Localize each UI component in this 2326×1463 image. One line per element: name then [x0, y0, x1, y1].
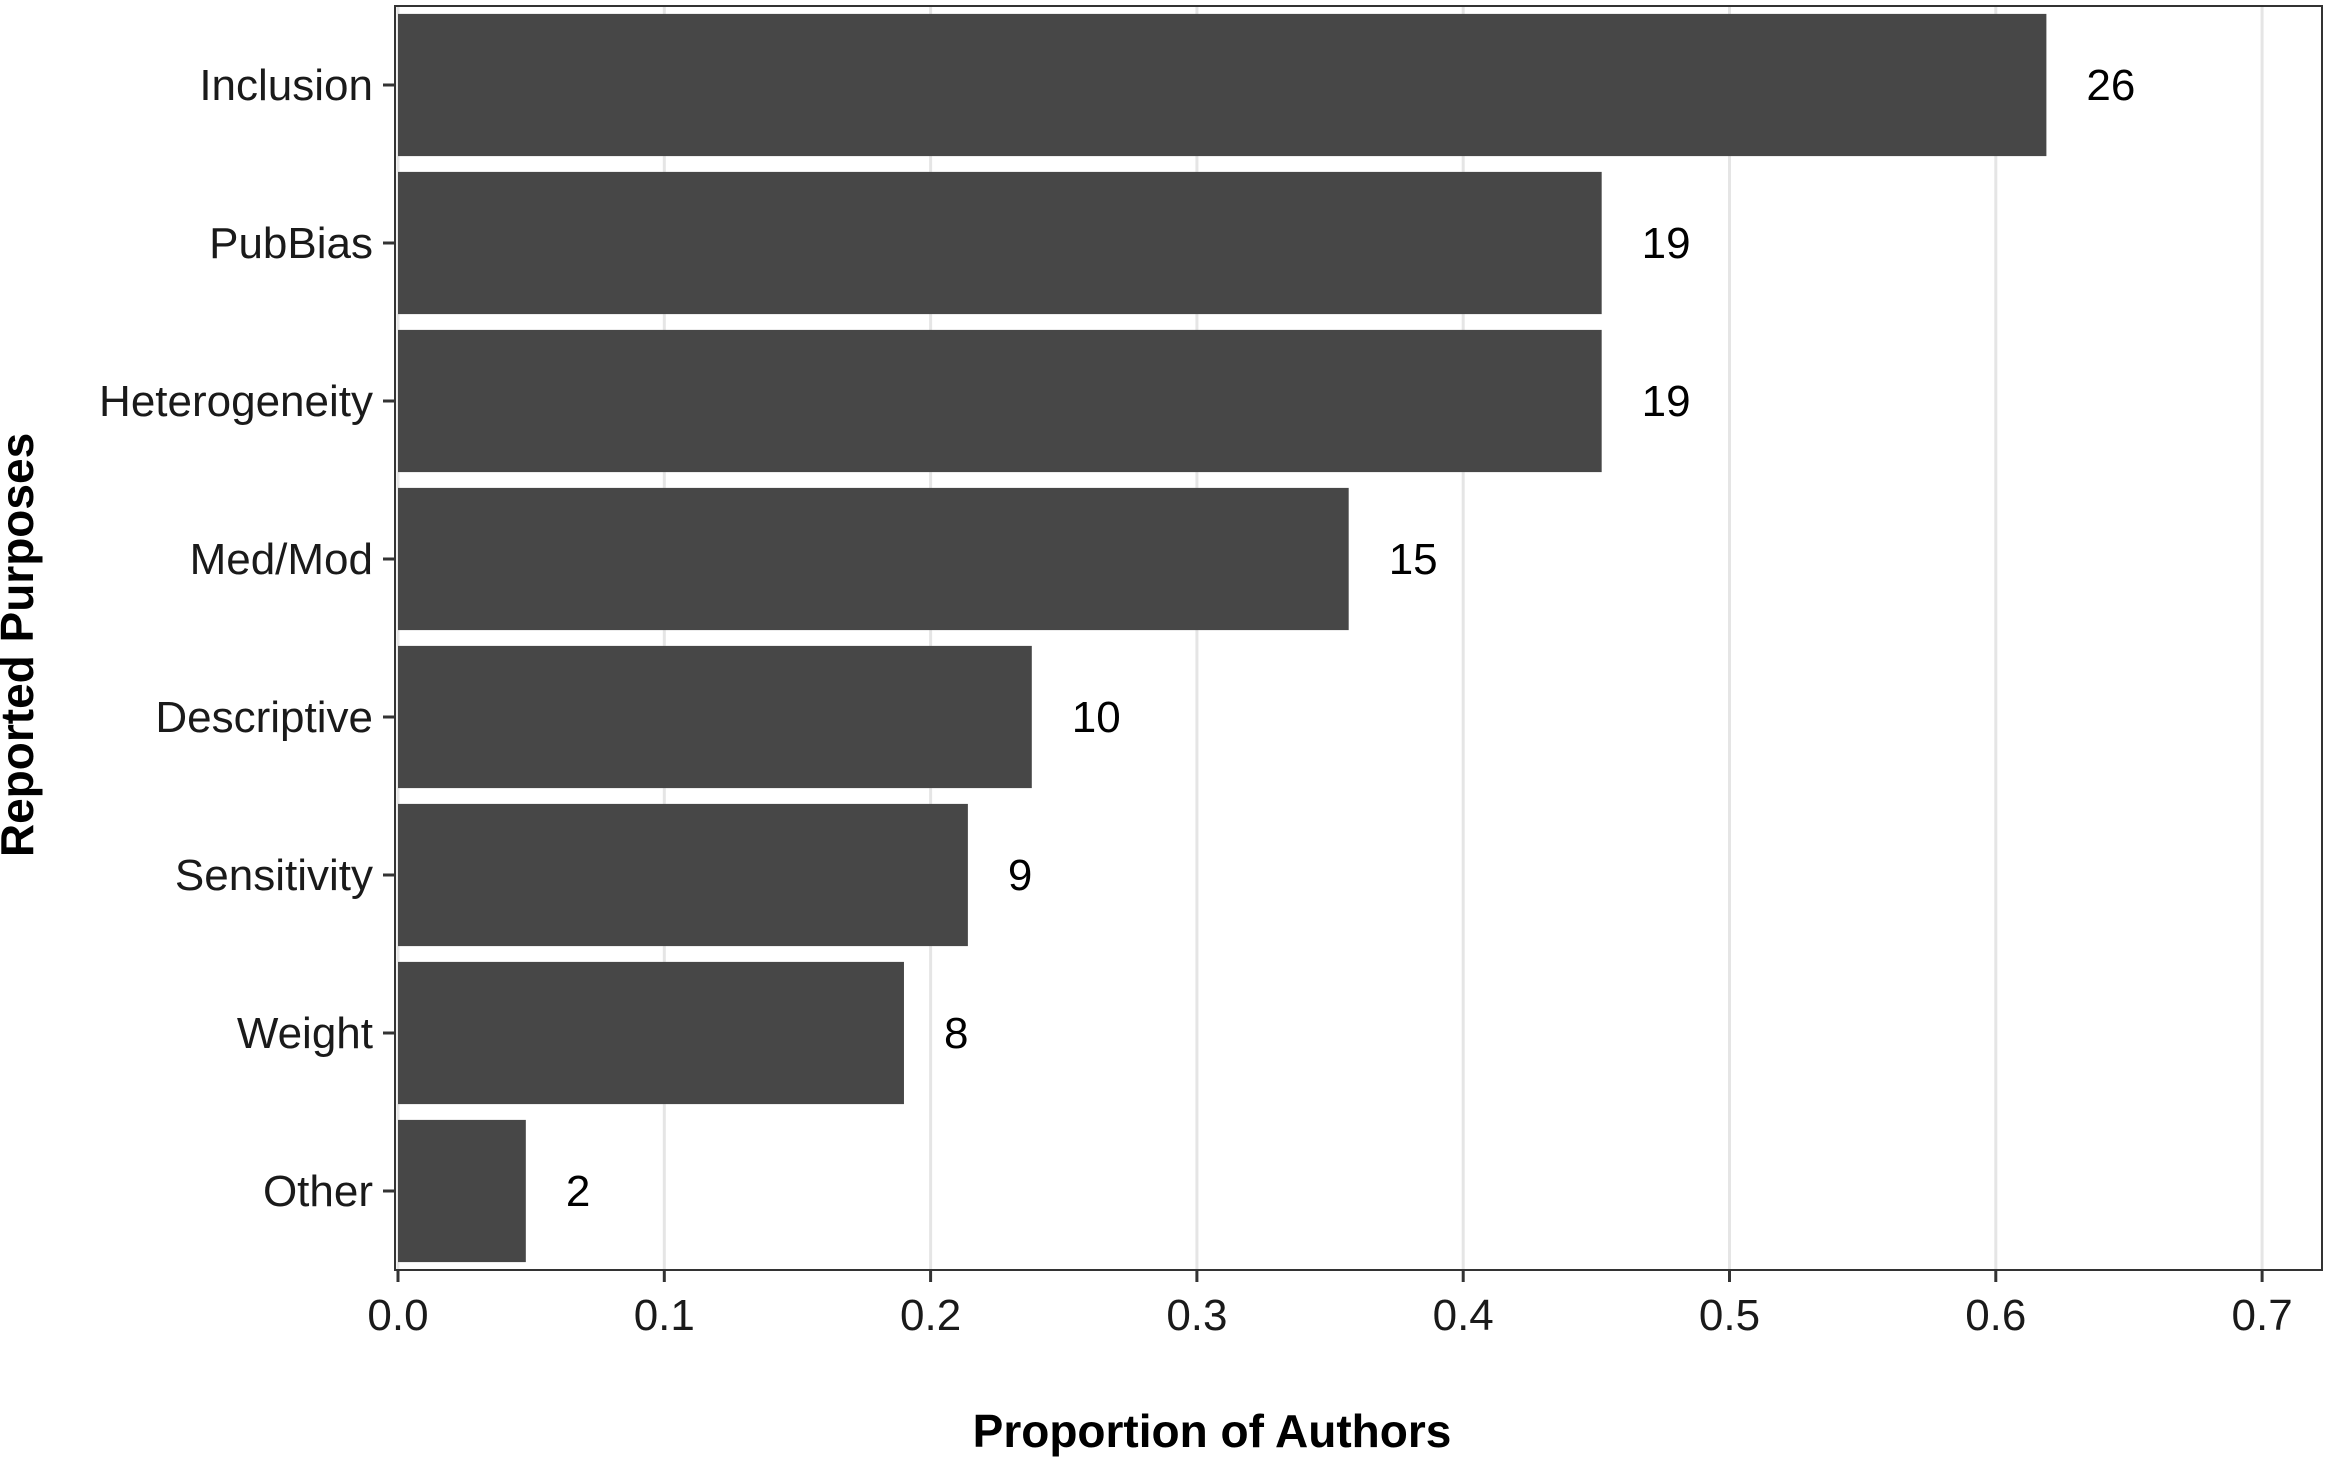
y-tick-label: Sensitivity — [175, 851, 373, 900]
plot-panel — [394, 5, 2323, 1271]
data-label: 9 — [1008, 851, 1032, 900]
y-tick-label: Descriptive — [155, 693, 373, 742]
bar — [398, 487, 1349, 631]
bar — [398, 13, 2047, 157]
x-axis-title: Proportion of Authors — [973, 1405, 1452, 1457]
x-axis: 0.0 0.1 0.2 0.3 0.4 0.5 0.6 0.7 — [367, 1270, 2293, 1340]
x-tick-label: 0.4 — [1433, 1291, 1494, 1340]
y-tick-label: Med/Mod — [190, 535, 373, 584]
bar — [398, 329, 1602, 473]
data-label: 26 — [2086, 61, 2135, 110]
data-label: 10 — [1072, 693, 1121, 742]
x-tick-label: 0.5 — [1699, 1291, 1760, 1340]
data-label: 15 — [1389, 535, 1438, 584]
bar — [398, 1119, 526, 1263]
bar — [398, 803, 968, 947]
x-tick-label: 0.6 — [1965, 1291, 2026, 1340]
y-tick-label: Weight — [237, 1009, 373, 1058]
data-label: 2 — [566, 1167, 590, 1216]
x-tick-label: 0.0 — [367, 1291, 428, 1340]
x-tick-label: 0.7 — [2232, 1291, 2293, 1340]
data-labels: 26 19 19 15 10 9 8 2 — [566, 61, 2136, 1216]
y-axis-title: Reported Purposes — [0, 433, 43, 857]
bar — [398, 171, 1602, 315]
data-label: 8 — [944, 1009, 968, 1058]
bar — [398, 645, 1032, 789]
y-axis: Inclusion PubBias Heterogeneity Med/Mod Desc… — [99, 61, 395, 1216]
y-tick-label: Heterogeneity — [99, 377, 373, 426]
x-tick-label: 0.2 — [900, 1291, 961, 1340]
bar — [398, 961, 904, 1105]
bars — [398, 13, 2047, 1263]
y-tick-label: PubBias — [209, 219, 373, 268]
x-tick-label: 0.1 — [634, 1291, 695, 1340]
data-label: 19 — [1642, 377, 1691, 426]
data-label: 19 — [1642, 219, 1691, 268]
x-tick-label: 0.3 — [1166, 1291, 1227, 1340]
y-tick-label: Inclusion — [199, 61, 373, 110]
panel-border — [394, 5, 2323, 1271]
y-tick-label: Other — [263, 1167, 373, 1216]
